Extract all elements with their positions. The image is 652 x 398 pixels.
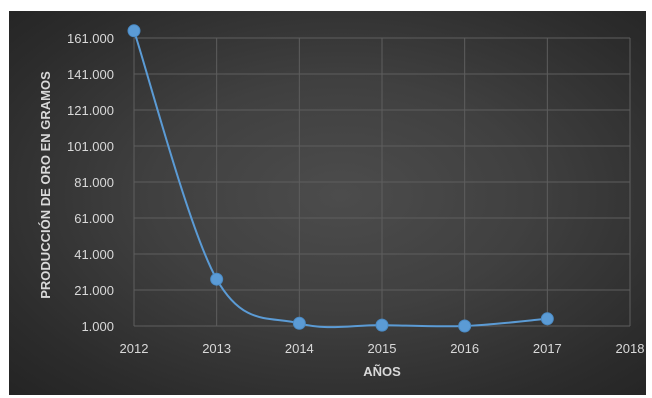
gridlines <box>133 37 631 327</box>
y-tick-label: 61.000 <box>74 211 114 226</box>
data-point <box>458 319 472 333</box>
series-line <box>133 30 548 329</box>
y-axis-title: PRODUCCIÓN DE ORO EN GRAMOS <box>38 71 53 299</box>
y-tick-label: 1.000 <box>81 319 114 334</box>
y-axis-ticks: 1.000 21.000 41.000 61.000 81.000 101.000 121.… <box>67 31 114 334</box>
y-tick-label: 41.000 <box>74 247 114 262</box>
x-tick-label: 2014 <box>285 341 314 356</box>
x-tick-label: 2018 <box>616 341 645 356</box>
x-tick-label: 2015 <box>368 341 397 356</box>
data-point <box>375 318 389 332</box>
data-point <box>540 312 554 326</box>
series <box>127 24 554 333</box>
data-point <box>292 316 306 330</box>
chart-area <box>9 11 646 395</box>
y-tick-label: 21.000 <box>74 283 114 298</box>
x-tick-label: 2016 <box>450 341 479 356</box>
y-tick-label: 81.000 <box>74 175 114 190</box>
x-tick-label: 2012 <box>120 341 149 356</box>
x-tick-label: 2013 <box>202 341 231 356</box>
data-point <box>210 272 224 286</box>
x-axis-title: AÑOS <box>363 364 401 379</box>
y-tick-label: 141.000 <box>67 67 114 82</box>
data-point <box>127 24 141 38</box>
y-tick-label: 161.000 <box>67 31 114 46</box>
x-axis-ticks: 2012 2013 2014 2015 2016 2017 2018 <box>120 341 645 356</box>
y-tick-label: 101.000 <box>67 139 114 154</box>
x-tick-label: 2017 <box>533 341 562 356</box>
y-tick-label: 121.000 <box>67 103 114 118</box>
